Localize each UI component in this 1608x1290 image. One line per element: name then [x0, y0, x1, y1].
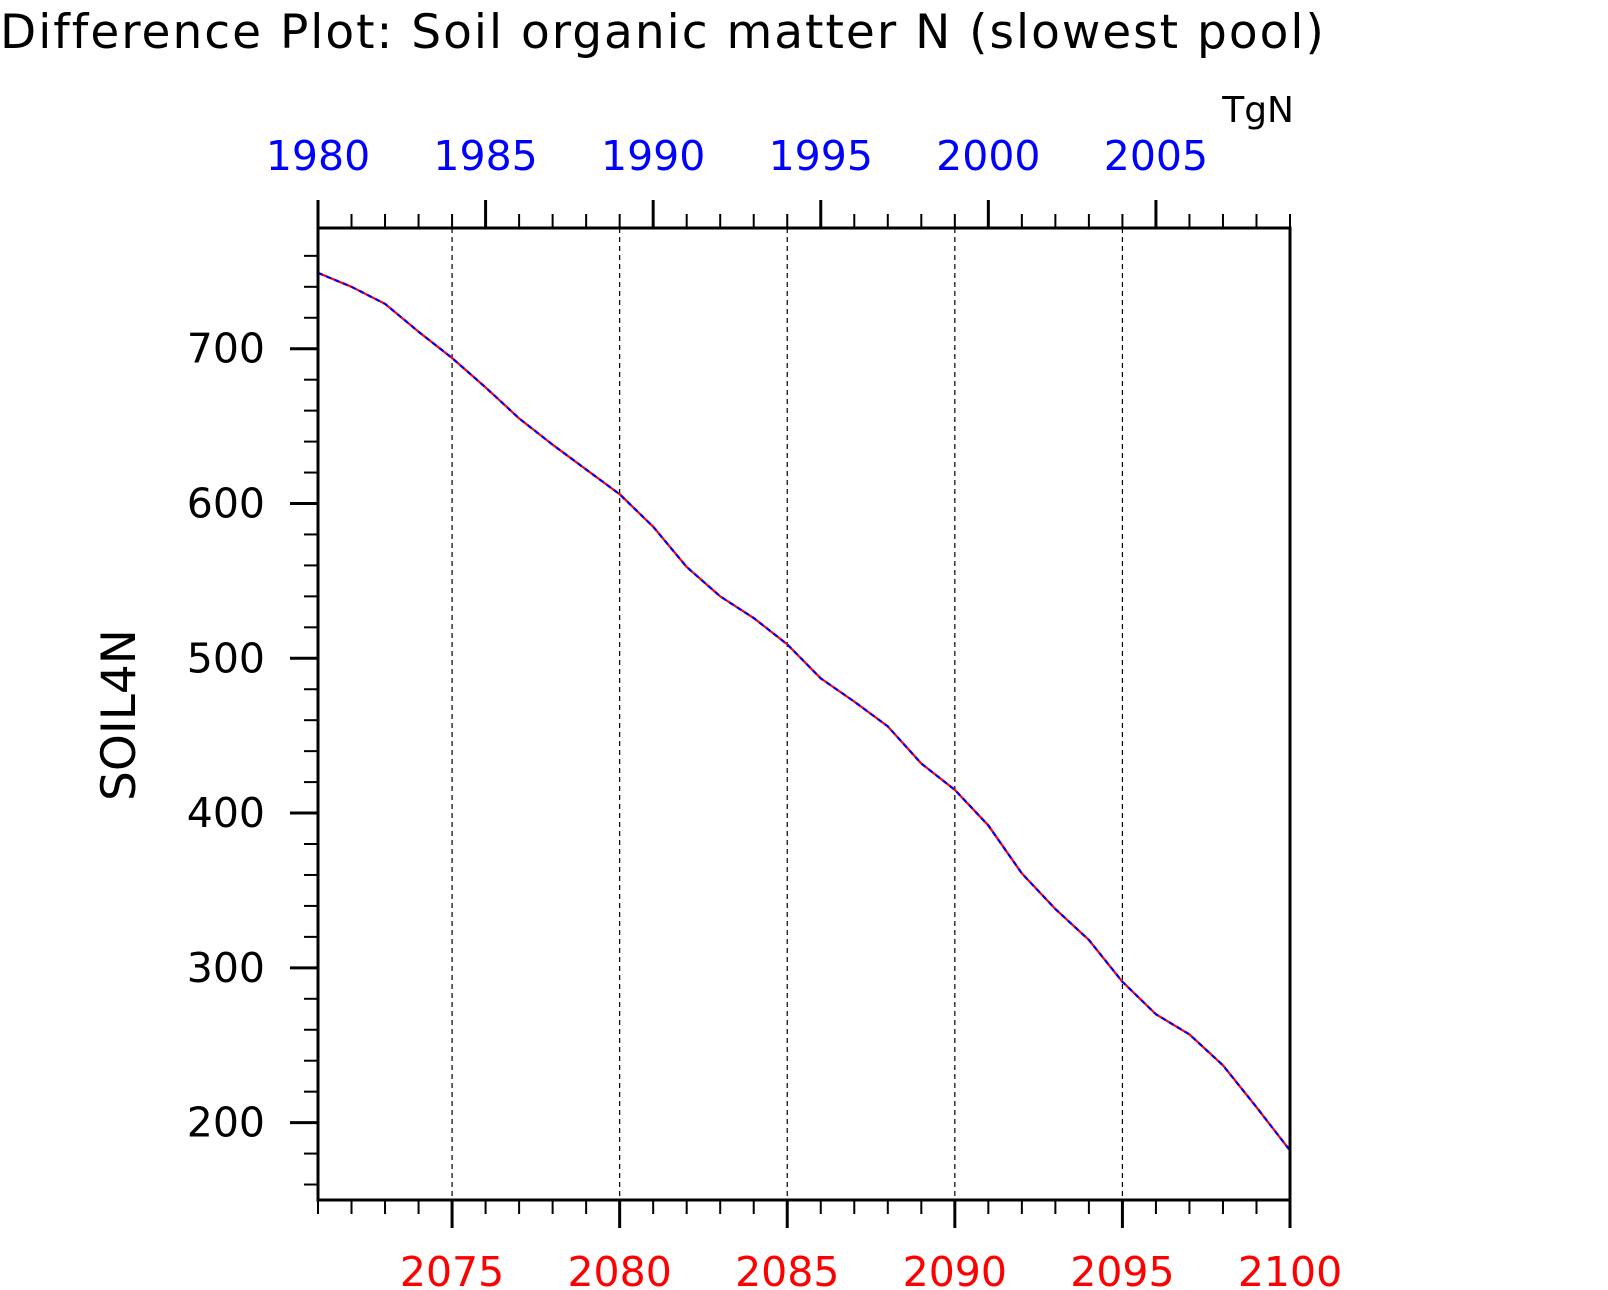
plot-frame [316, 226, 1292, 1202]
axes [290, 200, 1292, 1228]
chart-title: Difference Plot: Soil organic matter N (… [0, 5, 1326, 60]
x-bottom-tick-label-2095: 2095 [1070, 1248, 1174, 1290]
x-bottom-tick-label-2075: 2075 [400, 1248, 504, 1290]
y-tick-label-600: 600 [187, 480, 265, 528]
x-top-tick-label-1990: 1990 [601, 132, 705, 180]
series-line-1 [317, 271, 1291, 1152]
x-bottom-tick-label-2100: 2100 [1238, 1248, 1342, 1290]
y-axis-label: SOIL4N [92, 629, 147, 801]
x-top-tick-label-1980: 1980 [266, 132, 370, 180]
units-label: TgN [1221, 90, 1294, 131]
series-line-2 [317, 271, 1291, 1152]
x-bottom-tick-label-2090: 2090 [903, 1248, 1007, 1290]
grid-lines [451, 228, 1124, 1200]
y-tick-label-700: 700 [187, 325, 265, 373]
y-tick-label-400: 400 [187, 789, 265, 837]
x-top-tick-label-1995: 1995 [769, 132, 873, 180]
x-bottom-tick-label-2085: 2085 [735, 1248, 839, 1290]
x-top-tick-label-1985: 1985 [433, 132, 537, 180]
y-tick-label-300: 300 [187, 944, 265, 992]
data-series [317, 271, 1291, 1152]
tick-labels: 1980 1985 1990 1995 2000 2005 2075 2080 2085 2090… [187, 132, 1342, 1290]
y-tick-label-500: 500 [187, 634, 265, 682]
y-tick-label-200: 200 [187, 1099, 265, 1147]
x-top-tick-label-2005: 2005 [1104, 132, 1208, 180]
x-bottom-tick-label-2080: 2080 [567, 1248, 671, 1290]
x-top-tick-label-2000: 2000 [936, 132, 1040, 180]
